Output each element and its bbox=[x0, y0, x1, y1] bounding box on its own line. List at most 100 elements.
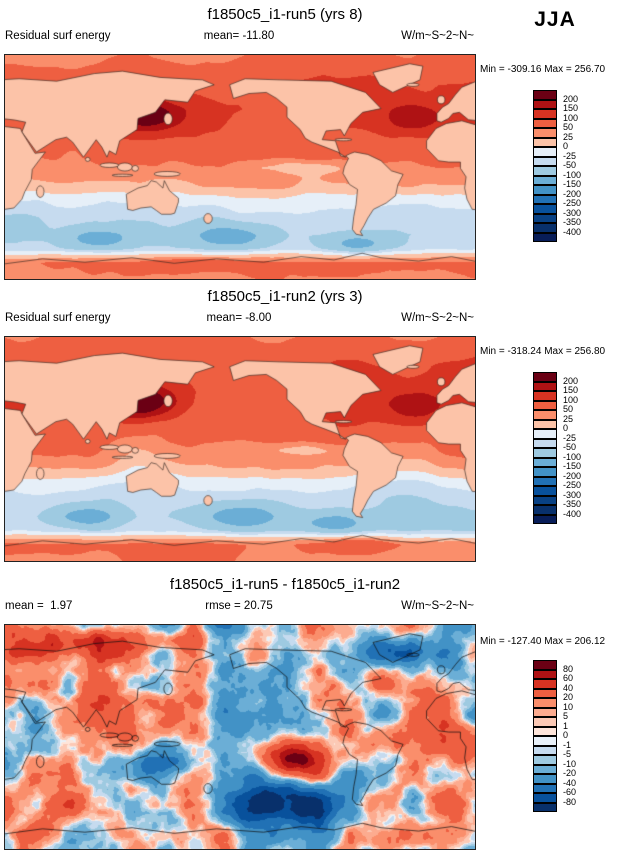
colorbar-tick-label: -100 bbox=[563, 451, 582, 462]
colorbar-tick-label: 40 bbox=[563, 682, 574, 693]
panel1-subtitle-row: Residual surf energy mean= -11.80 W/m~S~… bbox=[4, 30, 474, 44]
colorbar-swatch bbox=[533, 486, 557, 496]
colorbar-tick-label: 50 bbox=[563, 122, 574, 132]
panel1-colorbar: 200 150 100 50 25 0 -25 -50 -100 -150 -200 -250 -300… bbox=[533, 90, 624, 250]
colorbar-swatch bbox=[533, 381, 557, 391]
panel1-mean-stat: mean= -11.80 bbox=[203, 30, 275, 42]
colorbar-tick-label: 150 bbox=[563, 103, 579, 113]
colorbar-tick-label: 50 bbox=[563, 404, 574, 414]
colorbar-swatch bbox=[533, 707, 557, 717]
colorbar-tick-label: -150 bbox=[563, 179, 582, 189]
panel3-subtitle-row: mean = 1.97 rmse = 20.75 W/m~S~2~N~ bbox=[4, 600, 474, 614]
panel2-subtitle-row: Residual surf energy mean= -8.00 W/m~S~2… bbox=[4, 312, 474, 326]
colorbar-tick-label: 60 bbox=[563, 673, 574, 683]
panel1-variable-label: Residual surf energy bbox=[5, 30, 111, 42]
colorbar-tick-label: -60 bbox=[563, 787, 577, 797]
colorbar-swatch bbox=[533, 99, 557, 109]
colorbar-tick-label: -10 bbox=[563, 758, 577, 769]
colorbar-tick-label: -5 bbox=[563, 749, 572, 759]
colorbar-swatch bbox=[533, 736, 557, 746]
panel2-variable-label: Residual surf energy bbox=[5, 312, 111, 324]
colorbar-tick-label: -1 bbox=[563, 739, 572, 750]
colorbar-tick-label: 1 bbox=[563, 720, 569, 731]
colorbar-swatch bbox=[533, 429, 557, 439]
colorbar-tick-label: 80 bbox=[563, 663, 574, 674]
colorbar-swatch bbox=[533, 438, 557, 448]
panel3-map-canvas bbox=[4, 624, 476, 850]
colorbar-swatch bbox=[533, 476, 557, 486]
colorbar-swatch bbox=[533, 783, 557, 793]
panel3-units-label: W/m~S~2~N~ bbox=[401, 600, 474, 612]
season-label: JJA bbox=[534, 8, 576, 31]
colorbar-swatch bbox=[533, 223, 557, 233]
panel2-title: f1850c5_i1-run2 (yrs 3) bbox=[207, 288, 363, 305]
panel3-title: f1850c5_i1-run5 - f1850c5_i1-run2 bbox=[169, 576, 401, 593]
colorbar-tick-label: -50 bbox=[563, 442, 577, 452]
colorbar-tick-label: 5 bbox=[563, 711, 569, 721]
colorbar-tick-label: -100 bbox=[563, 169, 582, 180]
colorbar-swatch bbox=[533, 669, 557, 679]
panel2-mean-stat: mean= -8.00 bbox=[206, 312, 272, 324]
panel1-minmax: Min = -309.16 Max = 256.70 bbox=[480, 64, 606, 75]
colorbar-swatch bbox=[533, 156, 557, 166]
colorbar-swatch bbox=[533, 372, 557, 382]
colorbar-tick-label: -20 bbox=[563, 768, 577, 778]
colorbar-swatch bbox=[533, 448, 557, 458]
colorbar-swatch bbox=[533, 175, 557, 185]
colorbar-swatch bbox=[533, 755, 557, 765]
colorbar-swatch bbox=[533, 514, 557, 524]
colorbar-tick-label: 150 bbox=[563, 385, 579, 395]
colorbar-swatch bbox=[533, 495, 557, 505]
colorbar-tick-label: -50 bbox=[563, 160, 577, 170]
colorbar-tick-label: -40 bbox=[563, 777, 577, 788]
colorbar-tick-label: -350 bbox=[563, 499, 582, 509]
colorbar-swatch bbox=[533, 457, 557, 467]
panel3-minmax: Min = -127.40 Max = 206.12 bbox=[480, 636, 606, 647]
colorbar-swatch bbox=[533, 679, 557, 689]
colorbar-swatch bbox=[533, 688, 557, 698]
colorbar-swatch bbox=[533, 128, 557, 138]
colorbar-tick-label: 200 bbox=[563, 93, 579, 104]
colorbar-swatch bbox=[533, 660, 557, 670]
colorbar-swatch bbox=[533, 137, 557, 147]
panel1-title: f1850c5_i1-run5 (yrs 8) bbox=[207, 6, 363, 23]
colorbar-swatch bbox=[533, 118, 557, 128]
colorbar-tick-label: 25 bbox=[563, 131, 574, 142]
colorbar-swatch bbox=[533, 90, 557, 100]
colorbar-tick-label: -150 bbox=[563, 461, 582, 471]
colorbar-swatch bbox=[533, 109, 557, 119]
panel3-mean-stat: mean = 1.97 bbox=[5, 600, 73, 612]
colorbar-tick-label: -400 bbox=[563, 508, 582, 519]
colorbar-swatch bbox=[533, 698, 557, 708]
colorbar-tick-label: 20 bbox=[563, 692, 574, 702]
colorbar-tick-label: -200 bbox=[563, 188, 582, 199]
colorbar-tick-label: -25 bbox=[563, 432, 577, 443]
colorbar-tick-label: 25 bbox=[563, 413, 574, 424]
colorbar-swatch bbox=[533, 147, 557, 157]
colorbar-tick-label: 100 bbox=[563, 112, 579, 123]
colorbar-tick-label: -25 bbox=[563, 150, 577, 161]
colorbar-tick-label: -300 bbox=[563, 489, 582, 500]
panel3-colorbar: 80 60 40 20 10 5 1 0 -1 -5 -10 -20 -40 -60 -80 bbox=[533, 660, 624, 820]
colorbar-tick-label: 0 bbox=[563, 730, 569, 740]
colorbar-tick-label: 100 bbox=[563, 394, 579, 405]
panel2-units-label: W/m~S~2~N~ bbox=[401, 312, 474, 324]
colorbar-swatch bbox=[533, 410, 557, 420]
colorbar-swatch bbox=[533, 774, 557, 784]
colorbar-tick-label: -250 bbox=[563, 480, 582, 490]
colorbar-swatch bbox=[533, 419, 557, 429]
panel3-rmse-stat: rmse = 20.75 bbox=[205, 600, 273, 612]
colorbar-swatch bbox=[533, 505, 557, 515]
colorbar-tick-label: -350 bbox=[563, 217, 582, 227]
colorbar-tick-label: 0 bbox=[563, 141, 569, 151]
colorbar-tick-label: -300 bbox=[563, 207, 582, 218]
colorbar-swatch bbox=[533, 717, 557, 727]
panel1-map-canvas bbox=[4, 54, 476, 280]
panel2-minmax: Min = -318.24 Max = 256.80 bbox=[480, 346, 606, 357]
panel2-colorbar: 200 150 100 50 25 0 -25 -50 -100 -150 -200 -250 -300… bbox=[533, 372, 624, 532]
colorbar-swatch bbox=[533, 467, 557, 477]
colorbar-swatch bbox=[533, 391, 557, 401]
colorbar-swatch bbox=[533, 400, 557, 410]
colorbar-tick-label: 10 bbox=[563, 701, 574, 712]
